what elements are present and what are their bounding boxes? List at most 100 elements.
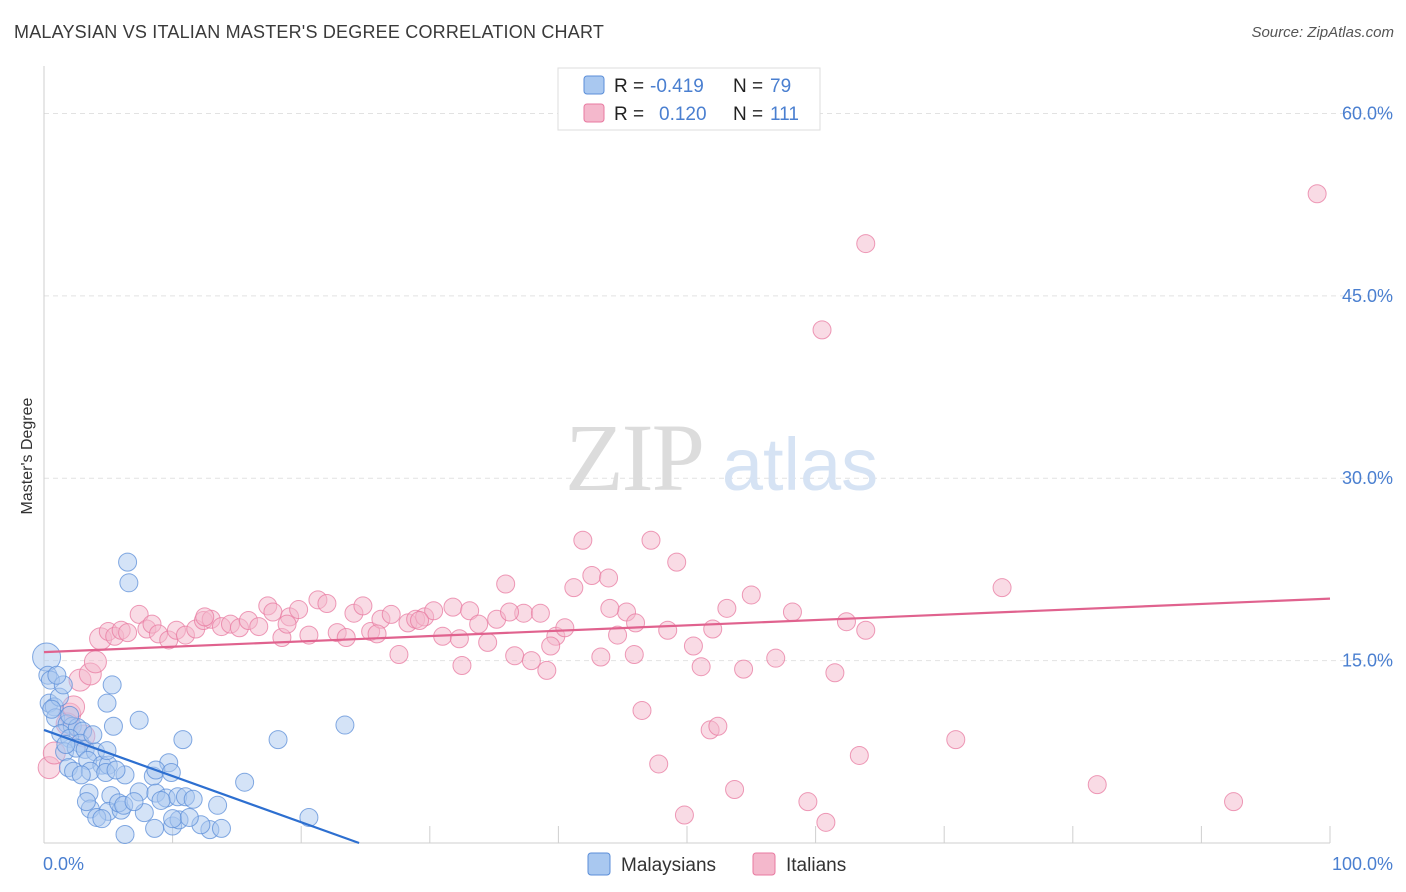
malaysian-point [71, 765, 91, 785]
italian-point [632, 700, 652, 720]
italian-point [658, 620, 678, 640]
legend-n-value-1: 79 [770, 76, 791, 97]
italian-point [452, 655, 472, 675]
italian-point [856, 234, 876, 254]
malaysian-point [97, 693, 117, 713]
italian-point [541, 636, 561, 656]
italian-point [289, 600, 309, 620]
malaysian-point [102, 675, 122, 695]
watermark-atlas: atlas [722, 423, 878, 506]
malaysian-point [42, 699, 62, 719]
bottom-legend-italians: Italians [786, 855, 846, 876]
italian-point [836, 612, 856, 632]
y-tick-labels: 15.0% 30.0% 45.0% 60.0% [1342, 103, 1393, 670]
legend-swatch-italians [583, 103, 605, 123]
italian-point [469, 614, 489, 634]
italian-point [195, 607, 215, 627]
watermark: ZIP atlas [565, 404, 878, 511]
italian-point [1224, 792, 1244, 812]
italian-point [798, 792, 818, 812]
legend-r-value-2: 0.120 [659, 104, 707, 125]
italian-point [703, 619, 723, 639]
malaysian-point [60, 705, 80, 725]
malaysians-trend-line [43, 728, 360, 845]
x-tick-labels: 0.0% 100.0% [43, 854, 1393, 874]
italian-point [582, 566, 602, 586]
malaysian-point [163, 809, 183, 829]
italian-point [496, 574, 516, 594]
italian-point [353, 596, 373, 616]
italian-point [505, 646, 525, 666]
italian-point [521, 651, 541, 671]
italian-point [299, 625, 319, 645]
italian-point [263, 602, 283, 622]
italian-point [741, 585, 761, 605]
malaysian-point [208, 795, 228, 815]
bottom-swatch-malaysians [587, 852, 611, 876]
y-tick-label: 45.0% [1342, 286, 1393, 306]
italian-point [683, 636, 703, 656]
italian-point [83, 650, 107, 674]
italian-point [591, 647, 611, 667]
x-tick-label: 100.0% [1332, 854, 1393, 874]
italian-point [812, 320, 832, 340]
malaysian-point [173, 730, 193, 750]
italian-point [626, 613, 646, 633]
italian-point [537, 660, 557, 680]
italian-point [649, 754, 669, 774]
malaysians-points [32, 552, 355, 844]
italian-point [389, 645, 409, 665]
italian-point [816, 812, 836, 832]
italian-point [691, 657, 711, 677]
italian-point [641, 530, 661, 550]
italian-point [249, 617, 269, 637]
italian-point [717, 598, 737, 618]
malaysian-point [145, 818, 165, 838]
italian-point [381, 604, 401, 624]
malaysian-point [124, 792, 144, 812]
italian-point [946, 730, 966, 750]
malaysian-point [129, 710, 149, 730]
italian-point [424, 601, 444, 621]
gridlines [44, 112, 1392, 662]
italian-point [667, 552, 687, 572]
italian-point [674, 805, 694, 825]
italian-point [856, 620, 876, 640]
italian-point [1307, 184, 1327, 204]
bottom-swatch-italians [752, 852, 776, 876]
italian-point [1087, 775, 1107, 795]
malaysian-point [211, 818, 231, 838]
trend-lines [43, 597, 1331, 845]
watermark-zip: ZIP [565, 404, 703, 511]
malaysian-point [335, 715, 355, 735]
italian-point [317, 593, 337, 613]
series-legend: Malaysians Italians [587, 852, 846, 876]
y-tick-label: 60.0% [1342, 103, 1393, 123]
italian-point [530, 603, 550, 623]
source-label: Source: ZipAtlas.com [1251, 24, 1394, 41]
malaysian-point [268, 730, 288, 750]
italian-point [573, 530, 593, 550]
malaysian-point [47, 665, 67, 685]
malaysian-point [76, 792, 96, 812]
malaysian-point [118, 552, 138, 572]
italian-point [600, 598, 620, 618]
malaysian-point [83, 725, 103, 745]
italian-point [500, 602, 520, 622]
italian-point [449, 629, 469, 649]
italian-point [367, 624, 387, 644]
italian-point [599, 568, 619, 588]
x-tick-label: 0.0% [43, 854, 84, 874]
legend-r-label-2: R = [614, 104, 644, 125]
bottom-legend-malaysians: Malaysians [621, 855, 716, 876]
legend-swatch-malaysians [583, 75, 605, 95]
italian-point [766, 648, 786, 668]
italian-point [624, 645, 644, 665]
italian-point [608, 625, 628, 645]
legend-n-value-2: 111 [770, 104, 799, 125]
legend-r-label-1: R = [614, 76, 644, 97]
malaysian-point [103, 716, 123, 736]
chart-title: MALAYSIAN VS ITALIAN MASTER'S DEGREE COR… [14, 22, 605, 42]
y-tick-label: 30.0% [1342, 468, 1393, 488]
